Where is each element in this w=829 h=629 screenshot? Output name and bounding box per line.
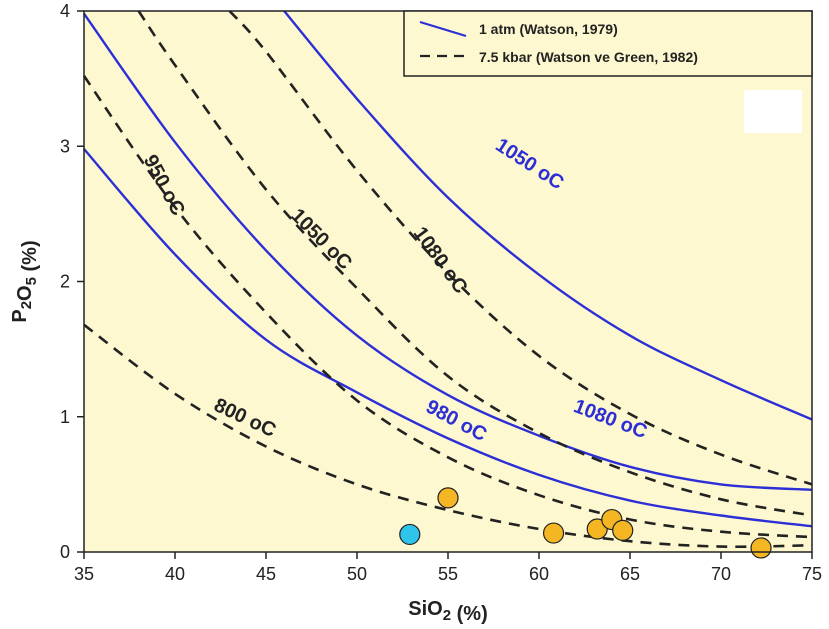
series-line-solid-1050c (283, 10, 813, 421)
x-tick-label-40: 40 (165, 564, 185, 584)
x-tick-label-60: 60 (529, 564, 549, 584)
series-line-dashed-1080c (228, 10, 813, 486)
x-tick-label-35: 35 (74, 564, 94, 584)
legend-label-1: 1 atm (Watson, 1979) (479, 21, 618, 37)
sample-point-7 (750, 537, 772, 559)
legend-label-2: 7.5 kbar (Watson ve Green, 1982) (479, 49, 698, 65)
series-line-solid-950c (83, 148, 813, 528)
y-tick-label-3: 3 (60, 136, 70, 156)
x-tick-label-45: 45 (256, 564, 276, 584)
series-line-dashed-1050c (137, 10, 813, 517)
y-axis-title: P2O5 (%) (9, 240, 41, 322)
y-tick-label-4: 4 (60, 1, 70, 21)
x-tick-label-70: 70 (711, 564, 731, 584)
series-line-solid-980c (83, 13, 813, 491)
x-tick-label-50: 50 (347, 564, 367, 584)
x-tick-label-55: 55 (438, 564, 458, 584)
sample-point-2 (437, 487, 459, 509)
series-line-dashed-800c (83, 323, 813, 549)
sample-point-1 (399, 523, 421, 546)
sample-point-3 (542, 522, 565, 544)
plot-area (84, 11, 812, 552)
x-tick-label-65: 65 (620, 564, 640, 584)
blank-patch (744, 90, 802, 133)
legend-swatch-1 (419, 20, 467, 38)
x-axis-title: SiO2 (%) (408, 598, 487, 625)
y-tick-label-2: 2 (60, 272, 70, 292)
y-tick-label-0: 0 (60, 542, 70, 562)
x-tick-label-75: 75 (802, 564, 822, 584)
sample-point-6 (612, 519, 634, 541)
series-line-dashed-950c (82, 75, 813, 539)
y-tick-label-1: 1 (60, 407, 70, 427)
legend-box (403, 10, 813, 77)
